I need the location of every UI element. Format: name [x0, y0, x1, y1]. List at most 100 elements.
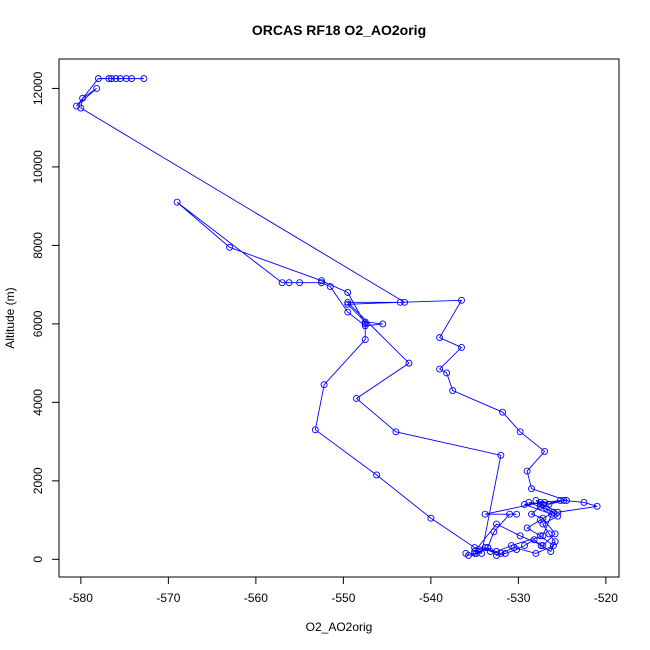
- data-point: [551, 538, 559, 546]
- data-point: [536, 532, 544, 540]
- data-point: [122, 75, 130, 83]
- data-point: [493, 551, 500, 559]
- data-point: [458, 296, 465, 304]
- data-point: [560, 497, 568, 504]
- data-point: [580, 498, 588, 506]
- data-point: [311, 426, 319, 434]
- data-point: [541, 447, 549, 455]
- data-point: [296, 279, 304, 287]
- series-layer: [73, 75, 601, 559]
- data-point: [128, 75, 136, 83]
- data-point: [525, 498, 533, 506]
- data-point: [285, 279, 293, 287]
- x-tick-label: -580: [69, 591, 93, 605]
- x-tick-label: -560: [244, 591, 268, 605]
- y-axis: 0 2000 4000 6000 8000 10000 12000: [31, 71, 59, 563]
- data-point: [506, 510, 514, 518]
- data-point: [490, 528, 498, 536]
- data-point: [481, 510, 489, 518]
- data-point: [326, 283, 334, 291]
- data-point: [541, 498, 549, 506]
- x-axis: -580 -570 -560 -550 -540 -530 -520: [69, 577, 618, 605]
- series-line: [76, 78, 598, 556]
- data-point: [521, 542, 528, 550]
- data-point: [497, 451, 505, 459]
- x-tick-label: -540: [419, 591, 443, 605]
- data-point: [77, 104, 85, 112]
- data-point: [458, 343, 465, 351]
- data-point: [478, 550, 486, 557]
- data-point: [344, 289, 352, 296]
- data-point: [140, 75, 148, 83]
- data-point: [93, 84, 101, 92]
- data-point: [539, 542, 547, 550]
- data-point: [528, 485, 535, 493]
- data-point: [497, 550, 505, 557]
- data-point: [513, 510, 521, 518]
- x-axis-label: O2_AO2orig: [306, 620, 373, 634]
- data-point: [94, 75, 102, 83]
- chart-title: ORCAS RF18 O2_AO2orig: [252, 22, 426, 38]
- data-point: [556, 497, 564, 504]
- y-axis-label: Altitude (m): [3, 287, 17, 348]
- data-point: [537, 542, 545, 550]
- data-point: [105, 75, 113, 83]
- data-point: [379, 320, 387, 328]
- data-point: [521, 500, 528, 508]
- data-point: [536, 498, 544, 506]
- x-tick-label: -550: [331, 591, 355, 605]
- data-point: [532, 550, 540, 557]
- data-point: [361, 320, 369, 328]
- data-point: [548, 510, 556, 518]
- y-tick-label: 2000: [31, 467, 45, 494]
- data-point: [344, 300, 352, 308]
- data-point: [516, 532, 524, 540]
- x-tick-label: -520: [594, 591, 618, 605]
- data-point: [507, 542, 515, 550]
- data-point: [471, 544, 479, 552]
- data-point: [318, 279, 325, 287]
- data-point: [173, 198, 181, 206]
- data-point: [401, 298, 409, 306]
- data-point: [549, 542, 557, 550]
- data-point: [436, 365, 444, 373]
- data-point: [449, 387, 457, 395]
- data-point: [320, 381, 328, 389]
- data-point: [539, 514, 547, 522]
- y-tick-label: 8000: [31, 232, 45, 259]
- y-tick-label: 10000: [31, 150, 45, 184]
- data-point: [554, 512, 562, 520]
- data-point: [593, 502, 601, 510]
- data-point: [493, 548, 500, 555]
- data-point: [551, 530, 559, 538]
- data-point: [344, 298, 352, 306]
- data-point: [373, 471, 381, 479]
- data-point: [465, 551, 472, 559]
- data-point: [79, 94, 87, 102]
- data-point: [226, 243, 234, 251]
- data-point: [443, 369, 451, 377]
- data-point: [392, 428, 400, 436]
- data-point: [523, 524, 531, 532]
- data-point: [73, 102, 80, 110]
- data-point: [539, 532, 547, 540]
- data-point: [344, 308, 352, 316]
- data-point: [361, 318, 369, 326]
- data-point: [530, 536, 538, 544]
- data-point: [112, 75, 120, 83]
- plot-frame: [58, 58, 620, 578]
- data-point: [361, 336, 369, 344]
- data-point: [405, 359, 413, 367]
- data-point: [108, 75, 115, 83]
- data-point: [528, 510, 535, 518]
- y-tick-label: 0: [31, 556, 45, 563]
- data-point: [318, 277, 325, 285]
- data-point: [278, 279, 286, 287]
- y-tick-label: 12000: [31, 71, 45, 105]
- data-point: [536, 502, 544, 510]
- data-point: [523, 467, 531, 475]
- data-point: [532, 497, 540, 504]
- x-tick-label: -570: [156, 591, 180, 605]
- data-point: [481, 544, 489, 552]
